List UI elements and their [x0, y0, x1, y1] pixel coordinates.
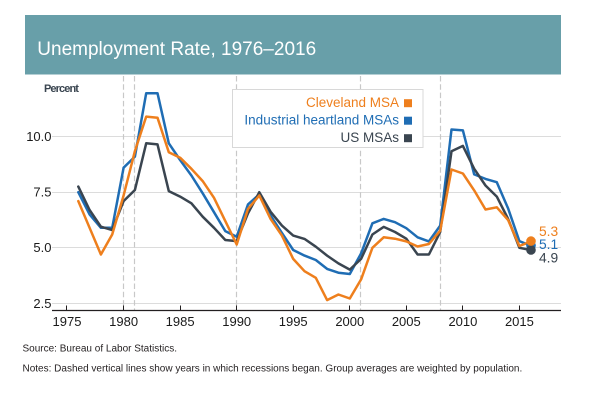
svg-text:5.3: 5.3: [539, 224, 559, 239]
svg-text:4.9: 4.9: [539, 250, 559, 265]
svg-text:1980: 1980: [109, 314, 138, 329]
svg-text:Percent: Percent: [44, 83, 79, 95]
svg-text:Cleveland MSA: Cleveland MSA: [306, 95, 399, 110]
svg-text:2005: 2005: [392, 314, 421, 329]
svg-text:2015: 2015: [505, 314, 534, 329]
svg-text:Unemployment Rate, 1976–2016: Unemployment Rate, 1976–2016: [37, 39, 316, 60]
svg-text:Industrial heartland MSAs: Industrial heartland MSAs: [244, 113, 399, 128]
svg-text:5.0: 5.0: [33, 240, 51, 255]
svg-text:1985: 1985: [166, 314, 195, 329]
svg-text:5.1: 5.1: [539, 237, 558, 252]
svg-text:2010: 2010: [448, 314, 477, 329]
svg-text:2.5: 2.5: [33, 296, 51, 311]
svg-text:1990: 1990: [222, 314, 251, 329]
svg-text:Source: Bureau of Labor Statis: Source: Bureau of Labor Statistics.: [23, 344, 178, 355]
svg-text:US MSAs: US MSAs: [340, 130, 399, 145]
svg-text:Notes: Dashed vertical lines s: Notes: Dashed vertical lines show years …: [23, 364, 523, 375]
svg-text:7.5: 7.5: [33, 185, 51, 200]
svg-text:1975: 1975: [53, 314, 82, 329]
svg-text:1995: 1995: [279, 314, 308, 329]
svg-text:10.0: 10.0: [26, 129, 51, 144]
svg-text:2000: 2000: [335, 314, 364, 329]
